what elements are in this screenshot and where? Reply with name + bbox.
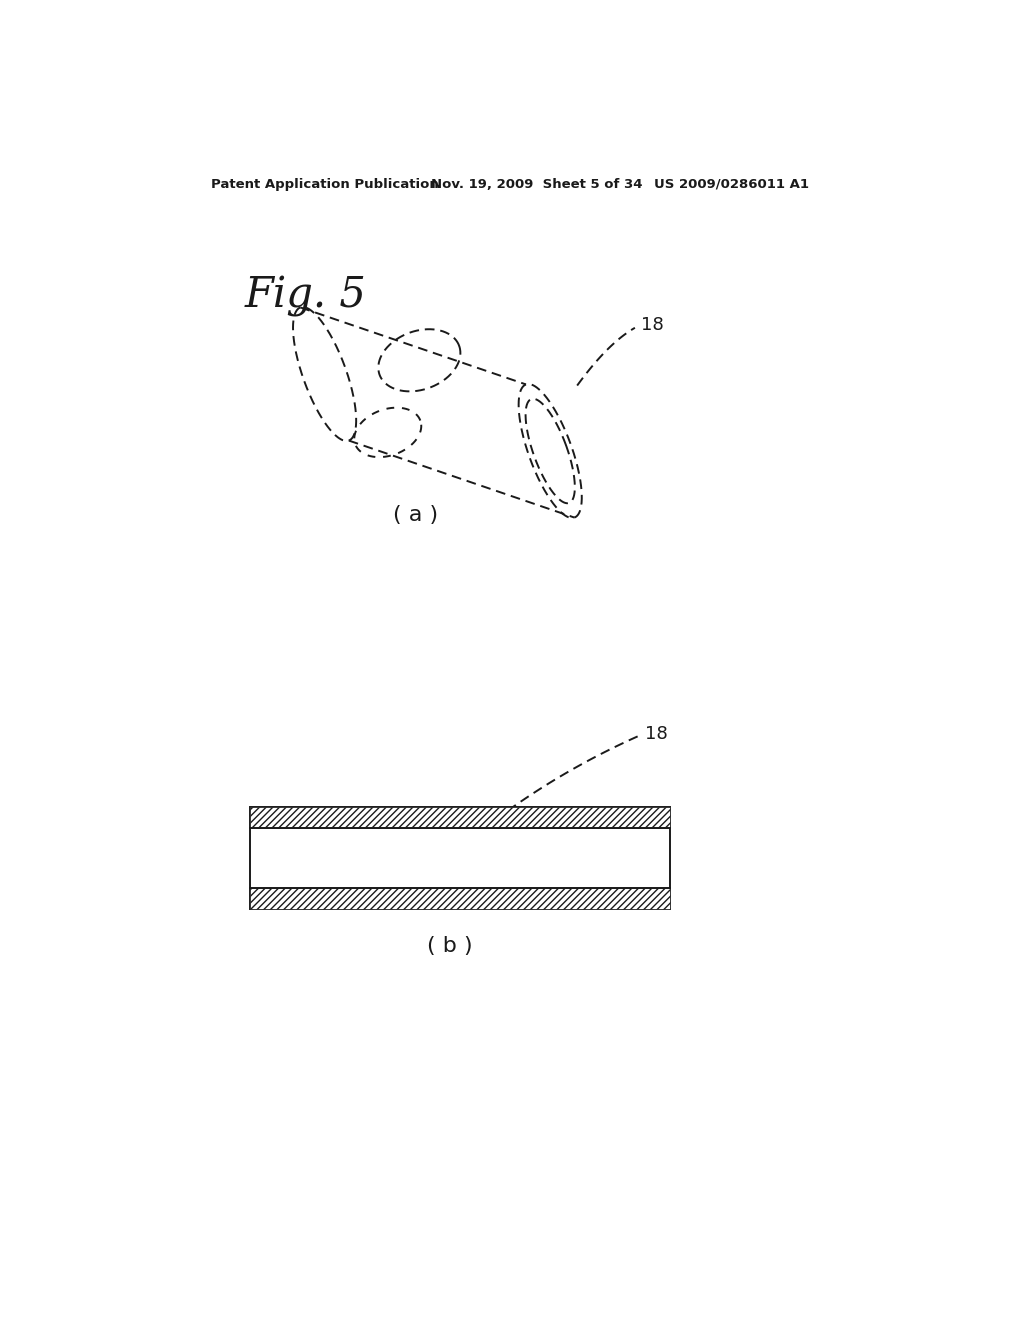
Text: US 2009/0286011 A1: US 2009/0286011 A1 [654, 178, 809, 190]
Text: 18: 18 [645, 725, 668, 743]
Text: Patent Application Publication: Patent Application Publication [211, 178, 439, 190]
Text: 18: 18 [641, 315, 664, 334]
Text: ( b ): ( b ) [427, 936, 473, 956]
Bar [250, 807, 670, 909]
Text: Nov. 19, 2009  Sheet 5 of 34: Nov. 19, 2009 Sheet 5 of 34 [431, 178, 642, 190]
Bar [250, 887, 670, 909]
Text: Fig. 5: Fig. 5 [245, 276, 367, 317]
Bar [250, 807, 670, 829]
Text: ( a ): ( a ) [393, 506, 438, 525]
